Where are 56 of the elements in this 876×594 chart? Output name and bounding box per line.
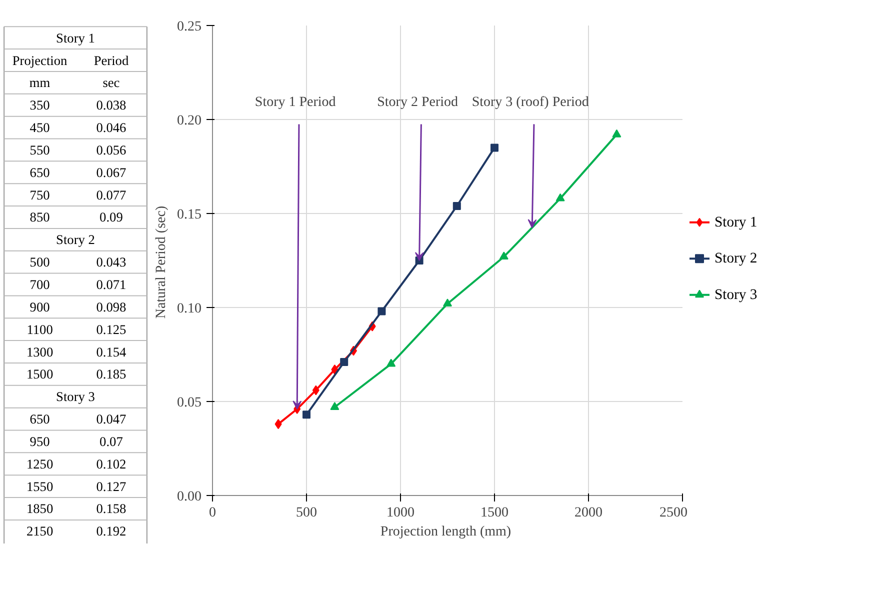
text: 700 0.071 [30,277,126,292]
point [612,129,622,138]
x-tick-label: 1500 [480,506,508,520]
text: 750 0.077 [30,187,126,202]
point [490,144,498,152]
legend-label: Story 2 [714,250,758,267]
annotation: Story 3 (roof) Period [472,95,589,110]
y-tick-label: 0.05 [177,396,202,410]
text: 1500 0.185 [26,366,126,382]
annotation: Story 1 Period [254,95,336,110]
text: 500 0.043 [30,254,126,270]
point [274,419,282,430]
text: 650 0.047 [30,412,126,427]
point [452,202,461,210]
text: 550 0.056 [30,142,126,158]
text: 650 0.067 [30,164,126,180]
point [386,358,396,367]
y-tick-label: 0.00 [177,490,202,504]
text: 900 0.098 [30,299,126,314]
text: 450 0.046 [30,120,126,136]
x-tick-label: 1000 [386,506,414,520]
x-tick-label: 500 [296,506,317,520]
point [312,385,320,396]
point [556,193,565,202]
point [330,402,340,410]
x-tick-label: 2500 [660,506,688,520]
text: Story 2 [56,232,95,248]
text: Story 1 [56,30,95,46]
text: 2150 0.192 [26,524,126,539]
point [340,358,348,366]
y-tick-label: 0.25 [177,20,202,34]
annotation: Story 2 Period [377,95,458,110]
text: Projection Period [12,52,129,68]
x-tick-label: 0 [209,506,216,520]
text: 1550 0.127 [26,478,126,494]
text: 850 0.09 [30,210,123,225]
y-axis-title: Natural Period (sec) [154,206,169,319]
text: 950 0.07 [30,434,123,449]
text: 1100 0.125 [26,322,126,337]
x-tick-label: 2000 [574,506,602,520]
y-tick-label: 0.15 [177,208,202,222]
point [302,410,310,419]
text: 1850 0.158 [26,501,126,516]
text: 1250 0.102 [26,456,126,472]
point [443,298,452,307]
y-tick-label: 0.20 [177,114,202,128]
text: mm sec [29,75,120,90]
point [499,252,508,260]
text: Story 3 [56,389,96,404]
text: 1300 0.154 [26,344,126,360]
point [378,307,386,316]
legend-label: Story 3 [714,286,758,303]
y-tick-label: 0.10 [177,302,202,316]
legend-label: Story 1 [714,214,758,230]
text: 350 0.038 [30,98,126,113]
x-axis-title: Projection length (mm) [380,524,512,540]
